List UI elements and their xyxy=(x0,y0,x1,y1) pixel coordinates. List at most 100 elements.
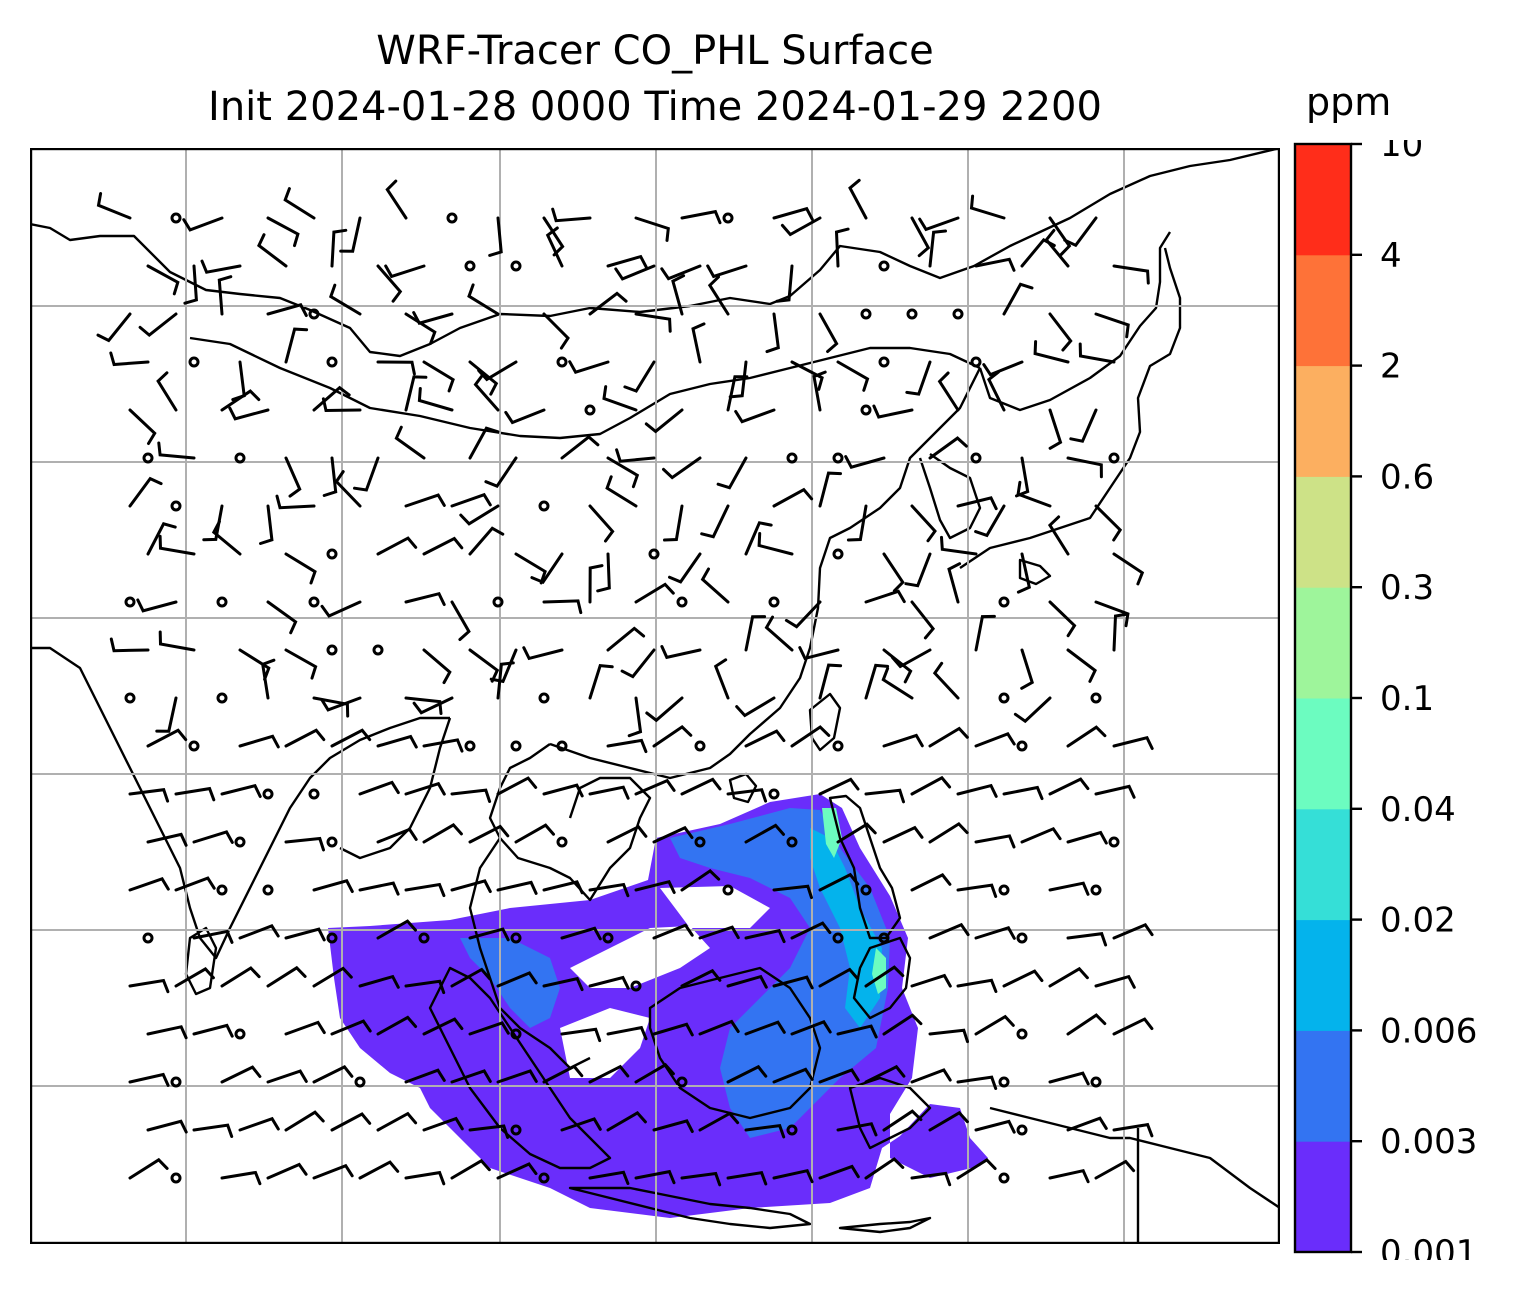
wind-barb xyxy=(404,312,437,345)
wind-barb xyxy=(947,562,962,604)
calm-wind-marker xyxy=(170,212,182,224)
wind-barb xyxy=(109,637,150,653)
wind-barb xyxy=(459,504,500,526)
wind-barb xyxy=(496,1069,538,1084)
wind-barb xyxy=(1033,340,1070,364)
wind-barb xyxy=(417,387,454,412)
wind-barb xyxy=(404,1170,446,1186)
calm-wind-marker xyxy=(1108,836,1120,848)
calm-wind-marker xyxy=(676,596,688,608)
wind-barb xyxy=(974,834,1016,849)
wind-barb xyxy=(157,441,196,460)
wind-barb xyxy=(956,978,998,993)
coast-sulawesi xyxy=(848,1076,932,1150)
wind-barb xyxy=(334,470,362,508)
calm-wind-marker xyxy=(556,356,568,368)
calm-wind-marker xyxy=(1016,1028,1028,1040)
calm-wind-marker xyxy=(1108,452,1120,464)
wind-barb xyxy=(266,965,307,988)
wind-barb xyxy=(568,360,610,374)
wind-barb xyxy=(588,882,630,898)
wind-barb xyxy=(1069,408,1098,443)
calm-wind-marker xyxy=(234,452,246,464)
wind-barb xyxy=(1047,515,1070,556)
wind-barb xyxy=(928,1110,969,1132)
wind-barb xyxy=(634,216,670,242)
wind-barb xyxy=(956,496,998,511)
calm-wind-marker xyxy=(124,692,136,704)
calm-wind-marker xyxy=(188,740,200,752)
calm-wind-marker xyxy=(308,788,320,800)
calm-wind-marker xyxy=(556,740,568,752)
wind-barb xyxy=(275,494,316,510)
wind-barb xyxy=(606,456,640,489)
calm-wind-marker xyxy=(142,932,154,944)
colorbar-segment xyxy=(1295,1030,1351,1142)
wind-barb xyxy=(376,536,418,556)
wind-barb xyxy=(818,1068,860,1084)
calm-wind-marker xyxy=(694,836,706,848)
calm-wind-marker xyxy=(648,548,660,560)
wind-barb xyxy=(772,206,814,221)
calm-wind-marker xyxy=(262,788,274,800)
wind-barb xyxy=(928,436,968,460)
colorbar-segment xyxy=(1295,254,1351,367)
calm-wind-marker xyxy=(694,740,706,752)
calm-wind-marker xyxy=(786,1124,798,1136)
wind-barb xyxy=(330,228,348,268)
calm-wind-marker xyxy=(998,692,1010,704)
wind-barb xyxy=(700,567,730,604)
wind-barb xyxy=(560,1117,602,1132)
wind-barb xyxy=(904,552,932,588)
wind-barb xyxy=(818,471,842,508)
wind-barb xyxy=(864,1064,906,1084)
wind-barb xyxy=(146,1119,188,1134)
wind-barb xyxy=(496,1162,538,1180)
wind-barb xyxy=(200,259,242,274)
calm-wind-marker xyxy=(510,1124,522,1136)
wind-barb xyxy=(358,974,400,989)
wind-barb xyxy=(312,879,354,893)
wind-barb xyxy=(956,1157,997,1180)
wind-barb xyxy=(652,1119,694,1133)
wind-barb xyxy=(928,1028,969,1044)
wind-barb xyxy=(744,729,786,748)
wind-barb xyxy=(1066,830,1108,845)
calm-wind-marker xyxy=(326,644,338,656)
wind-barb xyxy=(322,456,338,497)
calm-wind-marker xyxy=(510,260,522,272)
coast-hainan xyxy=(728,772,758,804)
wind-barb xyxy=(588,504,615,543)
wind-barb xyxy=(376,734,418,749)
wind-barb xyxy=(1112,612,1129,652)
calm-wind-marker xyxy=(1016,932,1028,944)
calm-wind-marker xyxy=(860,884,872,896)
wind-barb xyxy=(128,476,163,508)
wind-barb xyxy=(846,504,868,542)
wind-barb xyxy=(468,824,510,844)
wind-barb xyxy=(385,179,408,220)
wind-barb xyxy=(974,1119,1016,1134)
wind-barb xyxy=(1094,784,1136,799)
wind-barb xyxy=(1048,966,1089,988)
coast-india xyxy=(30,646,450,960)
wind-barb xyxy=(726,375,749,412)
colorbar-tick-label: 0.001 xyxy=(1380,1233,1477,1260)
calm-wind-marker xyxy=(878,932,890,944)
wind-barb xyxy=(974,926,1016,940)
colorbar-ticks: 0.001 0.003 0.006 0.02 0.04 0.1 0.3 0.6 2 4 10 xyxy=(1351,140,1477,1260)
coast-japan-main xyxy=(959,247,1182,569)
wind-barb xyxy=(910,216,931,258)
coast-japan-south xyxy=(1018,558,1052,586)
wind-barb xyxy=(606,626,646,652)
wind-barb xyxy=(882,552,905,593)
colorbar-tick-label: 0.6 xyxy=(1380,457,1434,497)
calm-wind-marker xyxy=(832,932,844,944)
calm-wind-marker xyxy=(446,212,458,224)
wind-barb xyxy=(158,534,196,556)
wind-barb xyxy=(1066,456,1103,479)
calm-wind-marker xyxy=(878,260,890,272)
wind-barb xyxy=(422,1116,464,1132)
wind-barb xyxy=(620,648,656,679)
coast-sumatra xyxy=(428,966,612,1170)
